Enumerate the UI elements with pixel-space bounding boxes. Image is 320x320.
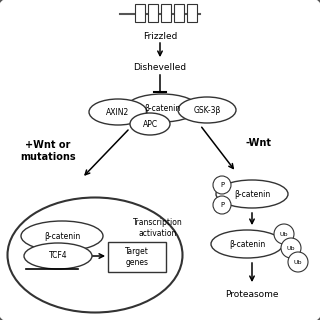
- Text: P: P: [220, 182, 224, 188]
- Text: Proteasome: Proteasome: [225, 290, 279, 299]
- Bar: [135, 4, 145, 22]
- Text: Dishevelled: Dishevelled: [133, 63, 187, 72]
- Text: P: P: [220, 202, 224, 208]
- Ellipse shape: [89, 99, 147, 125]
- Bar: [174, 4, 184, 22]
- Circle shape: [213, 176, 231, 194]
- Text: Ub: Ub: [287, 245, 295, 251]
- Text: Ub: Ub: [280, 231, 288, 236]
- Circle shape: [281, 238, 301, 258]
- Circle shape: [288, 252, 308, 272]
- Circle shape: [213, 196, 231, 214]
- Text: β-catenin: β-catenin: [229, 239, 265, 249]
- Bar: [148, 4, 158, 22]
- Text: Frizzled: Frizzled: [143, 32, 177, 41]
- Ellipse shape: [216, 180, 288, 208]
- Text: Transcription
activation: Transcription activation: [133, 218, 183, 238]
- Bar: [187, 4, 197, 22]
- Text: +Wnt or
mutations: +Wnt or mutations: [20, 140, 76, 162]
- Ellipse shape: [178, 97, 236, 123]
- Bar: [108, 242, 166, 272]
- Text: AXIN2: AXIN2: [106, 108, 130, 116]
- Text: β-catenin: β-catenin: [234, 189, 270, 198]
- Ellipse shape: [130, 113, 170, 135]
- Text: GSK-3β: GSK-3β: [193, 106, 221, 115]
- Text: Ub: Ub: [294, 260, 302, 265]
- Text: β-catenin: β-catenin: [144, 103, 180, 113]
- Ellipse shape: [7, 197, 182, 313]
- Text: -Wnt: -Wnt: [245, 138, 271, 148]
- Text: β-catenin: β-catenin: [44, 231, 80, 241]
- Ellipse shape: [126, 94, 198, 122]
- Ellipse shape: [21, 221, 103, 251]
- Circle shape: [274, 224, 294, 244]
- Text: Target
genes: Target genes: [125, 247, 149, 267]
- Ellipse shape: [24, 243, 92, 269]
- Ellipse shape: [211, 230, 283, 258]
- Bar: [161, 4, 171, 22]
- Text: APC: APC: [142, 119, 157, 129]
- Text: TCF4: TCF4: [49, 252, 67, 260]
